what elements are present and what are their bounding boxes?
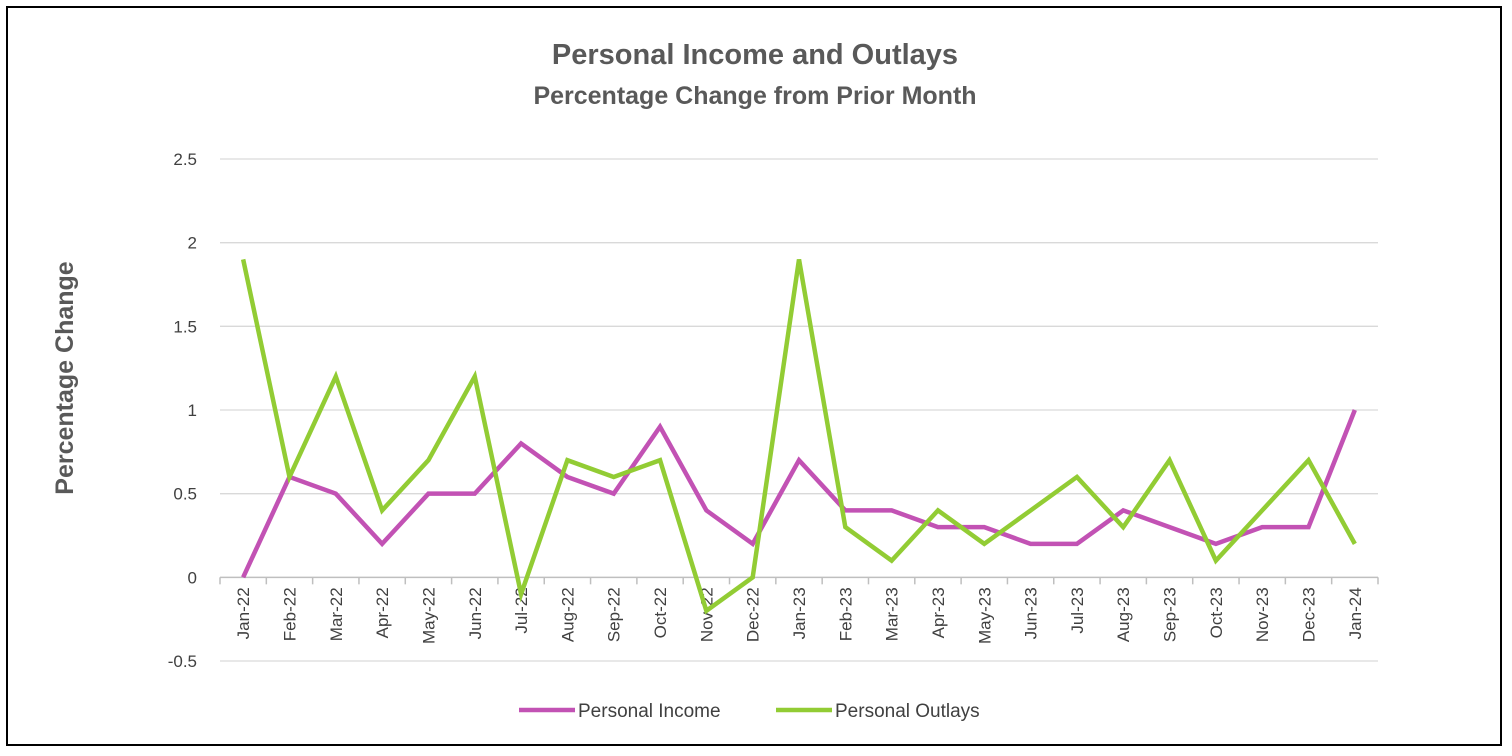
x-tick-label: Apr-23 — [929, 587, 948, 638]
x-tick-label: Dec-22 — [744, 587, 763, 642]
x-tick-label: Jun-23 — [1022, 587, 1041, 639]
series-line — [240, 258, 1357, 615]
series-lines — [240, 258, 1357, 615]
x-tick-label: Feb-22 — [280, 587, 299, 641]
gridlines — [220, 158, 1378, 662]
legend-label: Personal Outlays — [835, 701, 980, 722]
y-tick-label: 2 — [188, 234, 197, 253]
x-tick-label: Feb-23 — [836, 587, 855, 641]
y-tick-label: 1 — [188, 401, 197, 420]
y-tick-label: -0.5 — [168, 652, 197, 671]
x-tick-label: Mar-23 — [883, 587, 902, 641]
x-tick-label: Sep-23 — [1161, 587, 1180, 642]
x-tick-label: Mar-22 — [327, 587, 346, 641]
x-tick-label: Jan-22 — [234, 587, 253, 639]
x-tick-label: Jul-23 — [1068, 587, 1087, 633]
x-tick-label: Oct-22 — [651, 587, 670, 638]
y-axis-ticks: 2.5 2 1.5 1 0.5 0 -0.5 — [168, 150, 197, 671]
x-tick-label: Aug-23 — [1114, 587, 1133, 642]
y-tick-label: 2.5 — [173, 150, 197, 169]
x-tick-label: Apr-22 — [373, 587, 392, 638]
x-tick-label: May-23 — [975, 587, 994, 644]
x-tick-label: Sep-22 — [605, 587, 624, 642]
x-tick-label: Jan-23 — [790, 587, 809, 639]
chart-frame — [6, 6, 1502, 746]
x-tick-label: Dec-23 — [1300, 587, 1319, 642]
x-tick-label: Jun-22 — [466, 587, 485, 639]
x-tick-label: Aug-22 — [558, 587, 577, 642]
x-axis — [219, 576, 1379, 585]
x-tick-label: Jan-24 — [1346, 587, 1365, 639]
y-axis-label: Percentage Change — [51, 261, 79, 495]
x-tick-label: Nov-23 — [1253, 587, 1272, 642]
legend-label: Personal Income — [578, 701, 721, 722]
x-tick-label: Jul-22 — [512, 587, 531, 633]
chart-title: Personal Income and Outlays — [552, 39, 958, 71]
y-tick-label: 1.5 — [173, 317, 197, 336]
series-line — [241, 409, 1357, 579]
x-tick-label: Oct-23 — [1207, 587, 1226, 638]
x-axis-ticks: Jan-22 Feb-22 Mar-22 Apr-22 May-22 Jun-22 Jul-… — [234, 587, 1365, 644]
chart-subtitle: Percentage Change from Prior Month — [533, 82, 976, 110]
legend: Personal Income Personal Outlays — [519, 701, 980, 722]
y-tick-label: 0 — [188, 568, 197, 587]
y-tick-label: 0.5 — [173, 485, 197, 504]
x-tick-label: May-22 — [419, 587, 438, 644]
